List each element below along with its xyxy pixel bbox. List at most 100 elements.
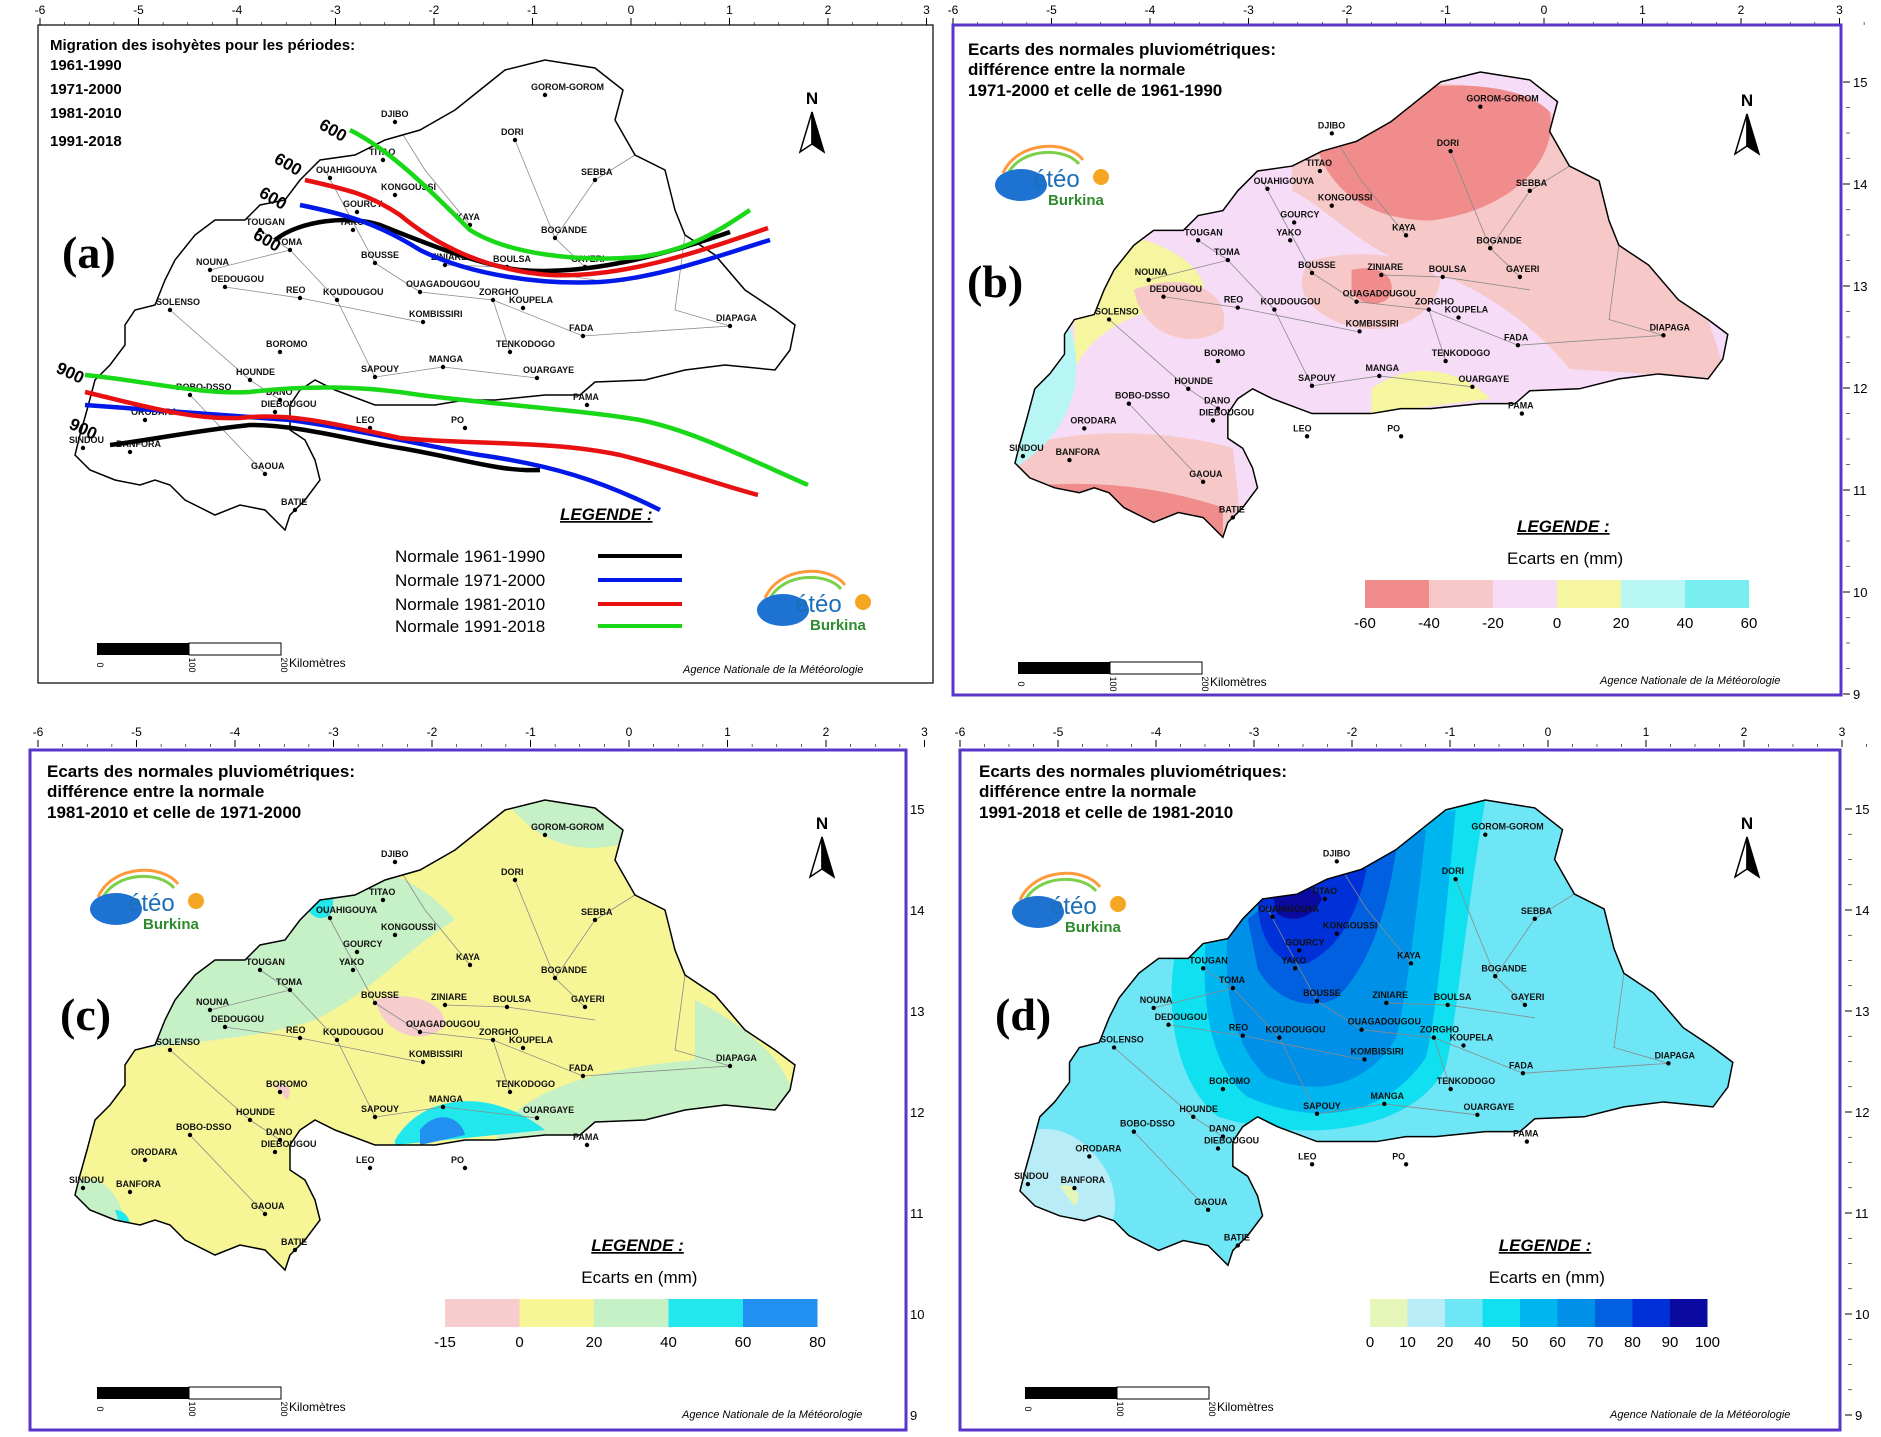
city-label: BANFORA: [1061, 1175, 1106, 1185]
city-label: BOBO-DSSO: [176, 382, 232, 392]
city-dot: [1220, 1086, 1226, 1092]
sun-icon: [1110, 896, 1126, 912]
city-label: BOGANDE: [541, 225, 587, 235]
city-dot: [1517, 274, 1523, 280]
isohyet-600-1991-2018: [348, 127, 752, 261]
city-label: KOUDOUGOU: [1261, 297, 1321, 307]
city-label: BOGANDE: [541, 965, 587, 975]
colorbar-swatch: [1365, 580, 1429, 608]
city-dot: [1379, 272, 1384, 278]
province-boundary: [189, 1134, 266, 1215]
axis-tick-label: -4: [1151, 725, 1162, 739]
city-label: OUAGADOUGOU: [406, 1019, 480, 1029]
city-label: BATIE: [1224, 1233, 1250, 1243]
title-line: Ecarts des normales pluviométriques:: [968, 40, 1276, 59]
north-label: N: [816, 814, 828, 833]
north-label: N: [1741, 91, 1753, 110]
colorbar-swatch: [594, 1299, 669, 1327]
city-dot: [727, 1063, 733, 1069]
city-dot: [272, 1149, 278, 1155]
axis-tick-label: -1: [1440, 3, 1451, 17]
city-label: NOUNA: [1135, 267, 1168, 277]
city-label: TOUGAN: [1189, 955, 1227, 965]
city-label: KOMBISSIRI: [1346, 318, 1399, 328]
city-dot: [80, 1185, 86, 1191]
axis-tick-label: 13: [1853, 279, 1867, 294]
city-dot: [350, 967, 356, 973]
city-label: GAYERI: [1511, 992, 1544, 1002]
city-label: OUARGAYE: [523, 365, 574, 375]
city-dot: [1082, 426, 1087, 431]
city-label: DEDOUGOU: [1155, 1012, 1207, 1022]
axis-tick-label: -3: [328, 725, 339, 739]
city-dot: [1519, 411, 1525, 416]
north-arrow-d: N: [1733, 814, 1761, 879]
axis-tick-label: -1: [527, 3, 538, 17]
province-boundary: [1331, 133, 1407, 236]
country-outline: [74, 799, 796, 1272]
axis-tick-label: 3: [923, 3, 930, 17]
city-dot: [462, 1165, 468, 1171]
city-label: MANGA: [429, 354, 463, 364]
city-dot: [222, 284, 228, 290]
axis-tick-label: 10: [910, 1307, 924, 1322]
title-line: différence entre la normale: [979, 782, 1196, 801]
city-label: GAOUA: [1189, 469, 1223, 479]
colorbar-c: LEGENDE : Ecarts en (mm) -15 0 20 40 60 80: [434, 1236, 826, 1351]
city-label: DIEBOUGOU: [1199, 408, 1254, 418]
colorbar-label: 100: [1695, 1334, 1720, 1351]
scale-bar-d: 0 100 200 Kilomètres: [1023, 1386, 1274, 1417]
city-dot: [187, 392, 193, 398]
city-label: BANFORA: [1056, 447, 1101, 457]
north-arrow-right: [1746, 836, 1761, 879]
rainbow-stripe: [1022, 877, 1098, 903]
city-label: OUAHIGOUYA: [316, 905, 378, 915]
axis-tick-label: 0: [628, 3, 635, 17]
city-label: DORI: [1442, 866, 1464, 876]
colorbar-label: 70: [1587, 1334, 1604, 1351]
city-dot: [287, 987, 293, 993]
city-label: OUAHIGOUYA: [316, 165, 378, 175]
city-dot: [1493, 974, 1498, 979]
axis-tick-label: 1: [1643, 725, 1650, 739]
city-label: BATIE: [281, 497, 307, 507]
scale-unit: Kilomètres: [1217, 1400, 1274, 1414]
city-dot: [1200, 966, 1206, 971]
city-dot: [1515, 343, 1521, 348]
cloud-icon: [757, 594, 809, 626]
city-label: GOURCY: [343, 199, 383, 209]
city-label: KOMBISSIRI: [409, 1049, 463, 1059]
city-label: BOROMO: [1209, 1076, 1250, 1086]
city-label: ZORGHO: [1415, 297, 1454, 307]
panel-c-title: Ecarts des normales pluviométriques: dif…: [47, 762, 355, 822]
city-dot: [1522, 1002, 1528, 1008]
rainbow-stripe: [100, 874, 176, 900]
city-dot: [1359, 1027, 1364, 1032]
scale-bar-light: [188, 642, 282, 656]
title-line: 1991-2018 et celle de 1981-2010: [979, 803, 1233, 822]
city-dot: [334, 297, 340, 303]
city-label: KOUPELA: [1445, 305, 1489, 315]
axis-tick-label: -2: [1347, 725, 1358, 739]
province-boundary: [1613, 973, 1669, 1064]
city-dot: [1314, 1111, 1320, 1117]
colorbar-swatch: [1482, 1299, 1520, 1327]
logo-subtext: Burkina: [143, 916, 200, 933]
city-label: TITAO: [369, 887, 395, 897]
city-dot: [442, 1002, 448, 1008]
axis-tick-label: -5: [1053, 725, 1064, 739]
city-dot: [1440, 274, 1445, 280]
panel-a-title: Migration des isohyètes pour les période…: [50, 37, 355, 150]
city-dot: [727, 323, 733, 329]
city-dot: [277, 1137, 283, 1143]
city-dot: [1309, 270, 1315, 276]
city-dot: [1166, 1022, 1171, 1027]
city-label: DIEBOUGOU: [261, 1139, 317, 1149]
city-label: OUARGAYE: [1464, 1102, 1515, 1112]
city-label: SEBBA: [1516, 178, 1548, 188]
city-dot: [1292, 220, 1297, 225]
city-label: REO: [286, 285, 306, 295]
city-label: ZINIARE: [1372, 990, 1408, 1000]
